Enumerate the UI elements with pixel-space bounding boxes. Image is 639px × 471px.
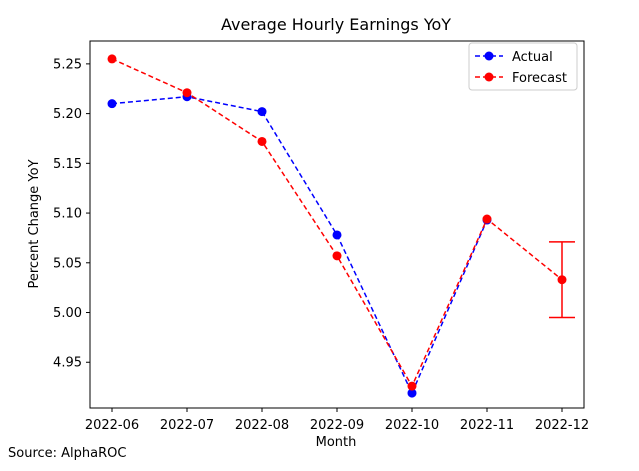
- legend-actual-marker: [484, 51, 494, 61]
- y-tick-label: 5.00: [53, 306, 82, 321]
- x-axis-label: Month: [316, 435, 357, 450]
- series-layer: [107, 54, 567, 398]
- y-tick-label: 5.10: [53, 207, 82, 222]
- y-axis-label: Percent Change YoY: [27, 159, 42, 288]
- x-tick-label: 2022-09: [310, 418, 364, 433]
- y-axis: 4.95 5.00 5.05 5.10 5.15 5.20 5.25: [53, 57, 90, 371]
- plot-area: [89, 40, 585, 409]
- series-line-forecast: [111, 58, 563, 388]
- plot-frame: [89, 40, 585, 409]
- series-point-actual: [257, 107, 267, 117]
- series-point-forecast: [407, 381, 417, 391]
- x-tick-label: 2022-07: [160, 418, 214, 433]
- series-point-forecast: [482, 214, 492, 224]
- series-point-forecast: [257, 136, 267, 146]
- legend: Actual Forecast: [468, 42, 578, 91]
- y-tick-label: 5.15: [53, 157, 82, 172]
- chart-title: Average Hourly Earnings YoY: [221, 15, 451, 34]
- error-bar-layer: [549, 241, 575, 319]
- y-tick-label: 5.05: [53, 256, 82, 271]
- x-tick-label: 2022-10: [385, 418, 439, 433]
- legend-frame: [468, 42, 578, 91]
- series-point-actual: [107, 99, 117, 109]
- series-point-forecast: [182, 88, 192, 98]
- series-point-forecast: [332, 251, 342, 261]
- series-point-actual: [407, 388, 417, 398]
- x-tick-label: 2022-11: [460, 418, 514, 433]
- y-tick-label: 5.25: [53, 57, 82, 72]
- legend-forecast-label: Forecast: [512, 71, 567, 86]
- x-tick-label: 2022-12: [535, 418, 589, 433]
- x-tick-label: 2022-08: [235, 418, 289, 433]
- series-line-actual: [111, 95, 488, 395]
- y-tick-label: 4.95: [53, 356, 82, 371]
- legend-actual-label: Actual: [512, 50, 553, 65]
- x-axis: 2022-06 2022-07 2022-08 2022-09 2022-10 2022-…: [85, 408, 589, 433]
- x-tick-label: 2022-06: [85, 418, 139, 433]
- series-point-forecast: [107, 54, 117, 64]
- y-tick-label: 5.20: [53, 107, 82, 122]
- source-note: Source: AlphaROC: [8, 446, 127, 461]
- series-point-actual: [332, 230, 342, 240]
- legend-forecast-marker: [484, 72, 494, 82]
